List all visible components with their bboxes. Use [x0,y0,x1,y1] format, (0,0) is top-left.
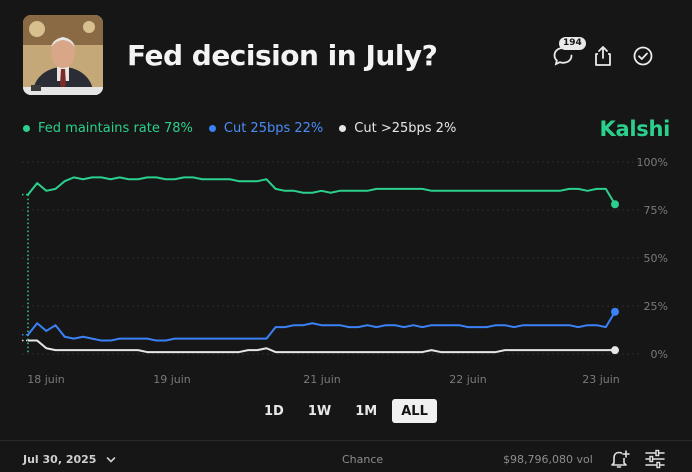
comments-button[interactable]: 194 [543,37,586,73]
x-tick-label: 18 juin [27,373,65,386]
range-selector: 1D 1W 1M ALL [255,399,437,423]
comment-icon [553,47,573,66]
chart-settings-button[interactable] [644,449,666,469]
y-tick-label: 0% [651,348,668,361]
y-tick-label: 25% [644,300,668,313]
series-line [28,339,615,354]
sliders-icon [645,449,665,469]
page-title: Fed decision in July? [127,39,438,72]
legend-label: Cut 25bps 22% [223,121,324,136]
market-header: Fed decision in July? 194 [23,15,663,95]
x-tick-label: 21 juin [303,373,341,386]
legend-label: Cut >25bps 2% [354,121,457,136]
x-tick-label: 23 juin [582,373,620,386]
comment-count-badge: 194 [559,37,586,50]
chevron-down-icon [107,456,116,463]
legend-item-maintain: Fed maintains rate 78% [23,121,193,136]
y-tick-label: 50% [644,252,668,265]
alert-button[interactable] [609,449,631,469]
legend-item-cut-more: Cut >25bps 2% [339,121,456,136]
legend-dot [23,125,30,132]
range-1m-button[interactable]: 1M [355,403,378,419]
x-tick-label: 19 juin [153,373,191,386]
y-tick-label: 75% [644,204,668,217]
legend-item-cut-25: Cut 25bps 22% [208,121,324,136]
y-tick-label: 100% [637,156,668,169]
bell-plus-icon [611,450,630,468]
volume-label: $98,796,080 vol [503,453,593,466]
series-end-dot [611,346,619,355]
range-all-button[interactable]: ALL [392,399,437,423]
legend-label: Fed maintains rate 78% [38,121,193,136]
x-tick-label: 22 juin [449,373,487,386]
price-chart[interactable]: 100% 75% 50% 25% 0% 18 juin 19 juin 21 juin 22 j… [0,150,692,390]
range-1w-button[interactable]: 1W [307,403,332,419]
share-icon [595,46,611,66]
brand-logo: Kalshi [599,117,671,141]
legend-dot [208,125,216,132]
date-label: Jul 30, 2025 [23,453,97,466]
chance-label: Chance [342,453,384,466]
series-end-dot [611,200,619,209]
date-selector[interactable]: Jul 30, 2025 [23,453,116,466]
footer-bar: Jul 30, 2025 Chance $98,796,080 vol [0,440,692,472]
series-line [27,311,616,342]
market-thumbnail [23,15,103,95]
watch-button[interactable] [623,39,663,73]
series-line [27,176,616,205]
series-end-dot [611,307,619,316]
share-button[interactable] [583,39,623,73]
legend-dot [339,125,347,132]
range-1d-button[interactable]: 1D [264,403,284,419]
chart-legend: Fed maintains rate 78% Cut 25bps 22% Cut… [23,121,456,136]
check-circle-icon [633,46,653,66]
